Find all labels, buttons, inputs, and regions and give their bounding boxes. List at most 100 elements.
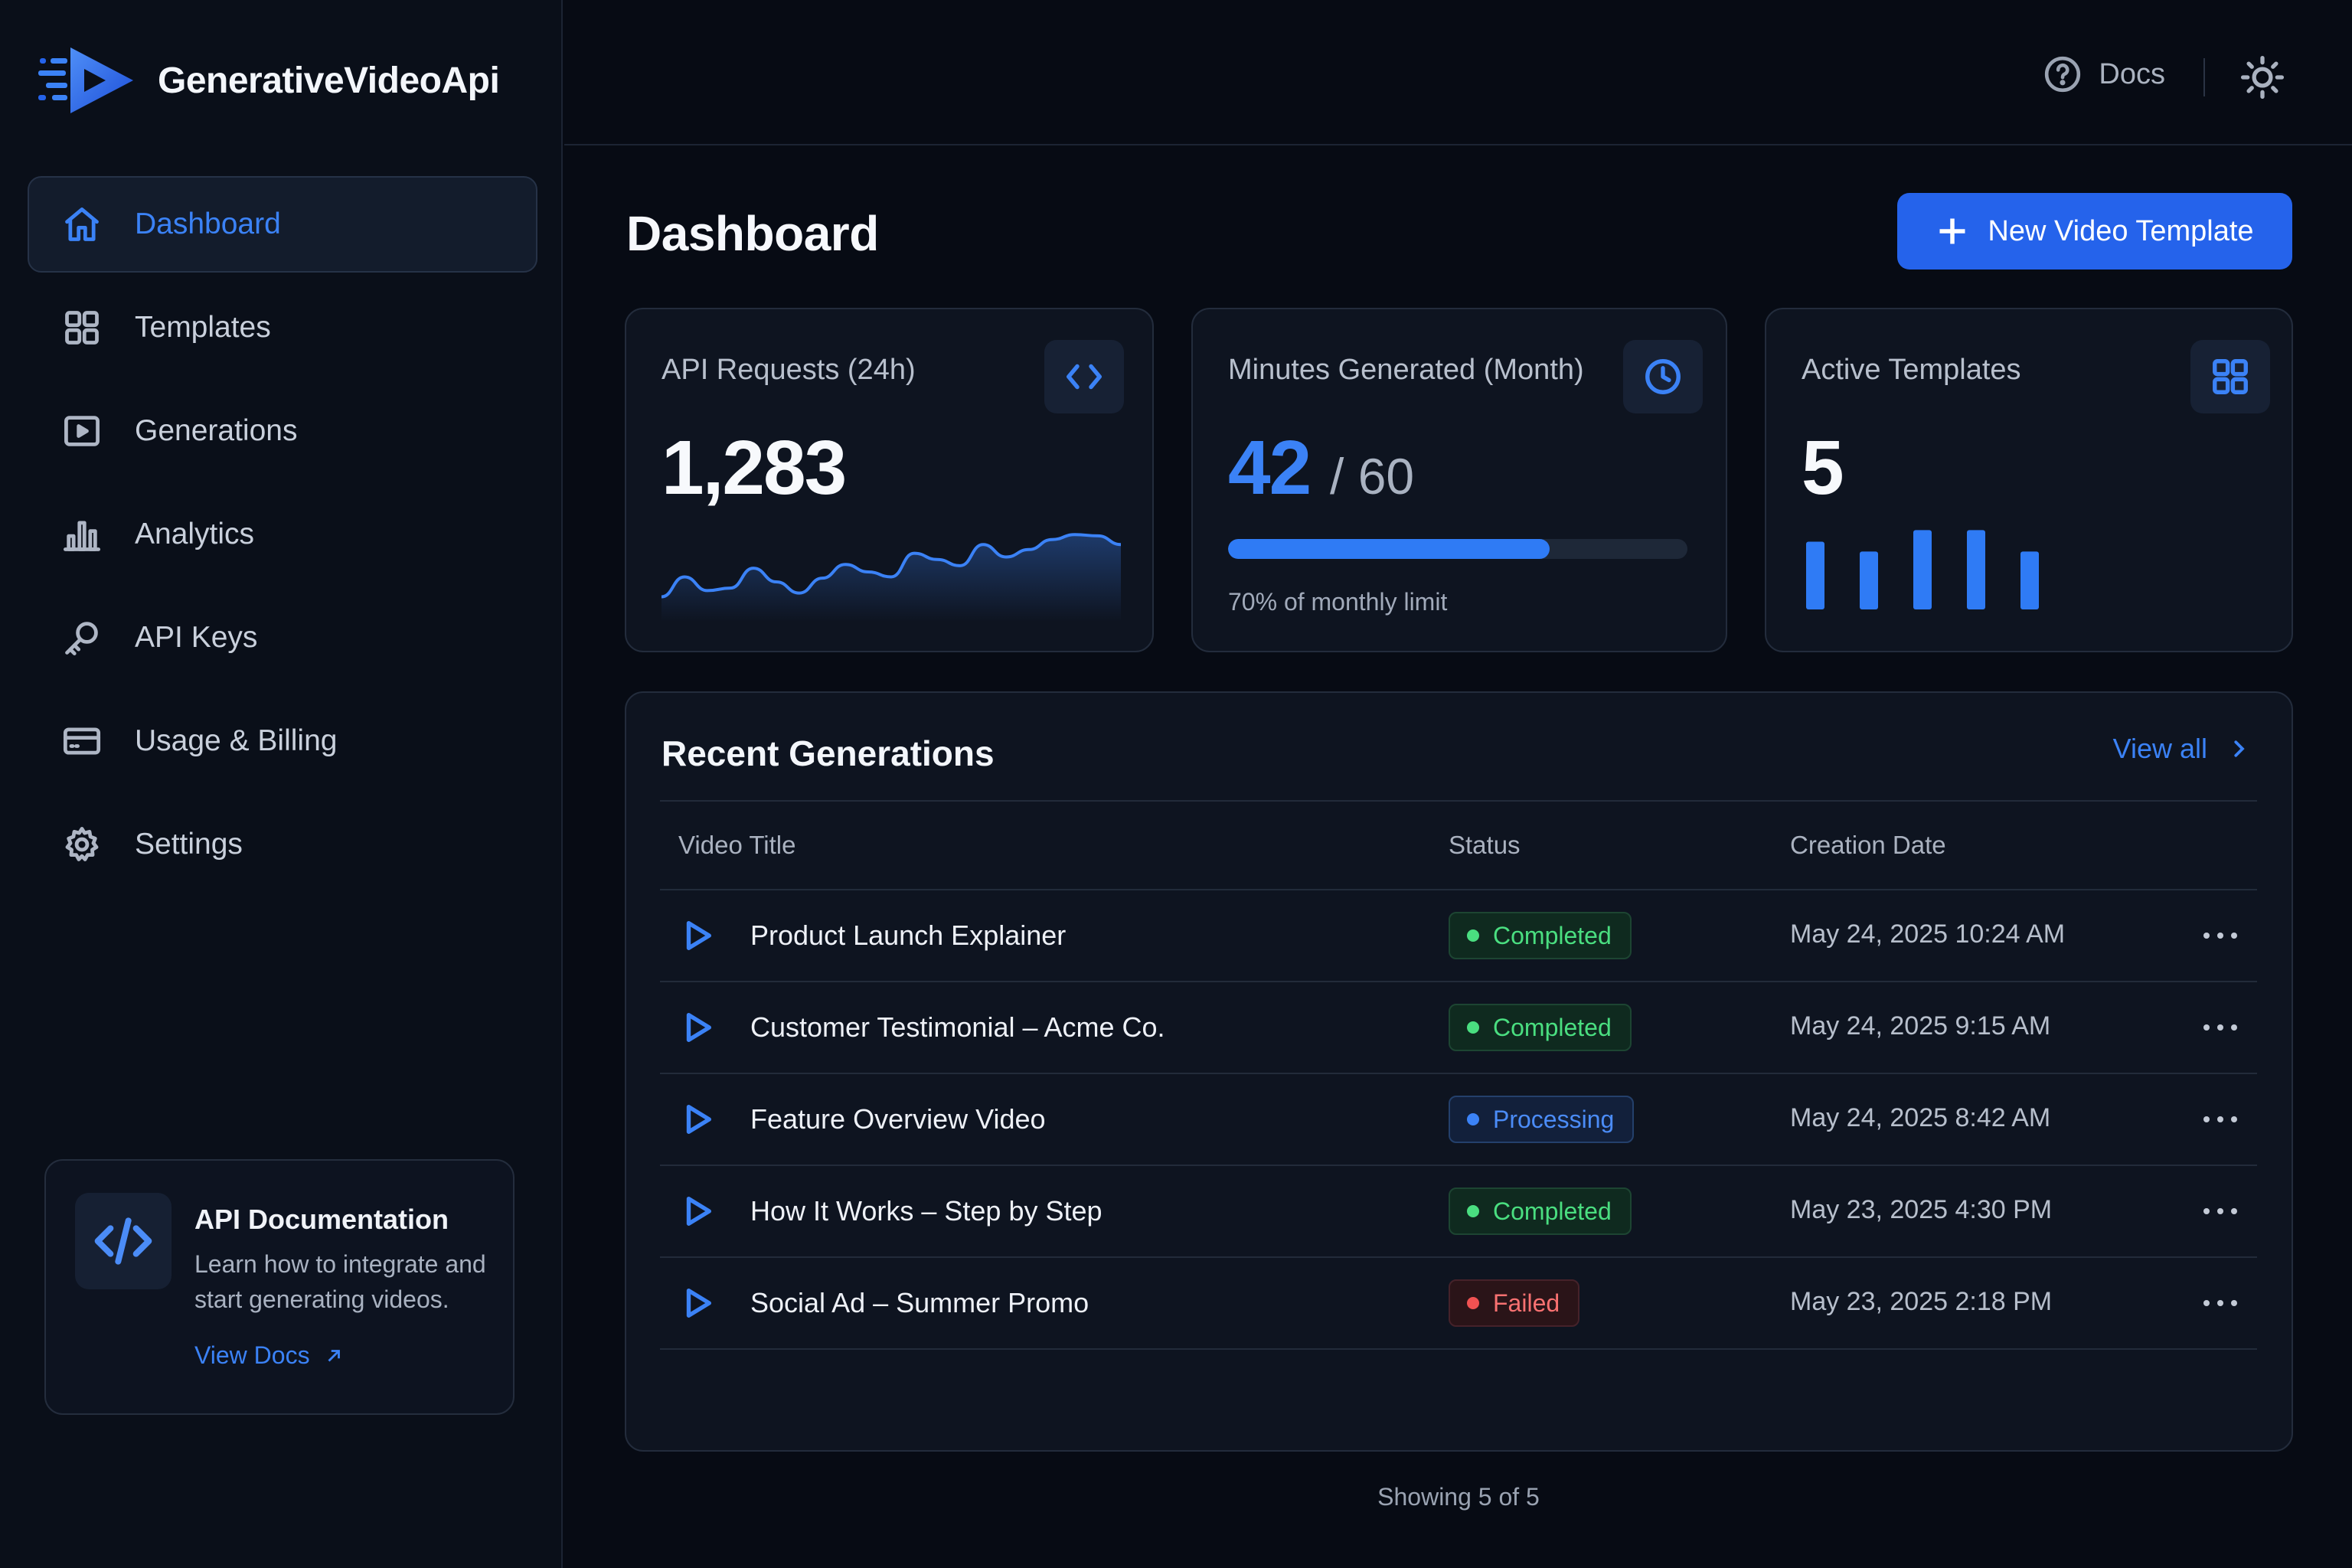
play-icon[interactable] [680, 1010, 715, 1045]
more-options-icon[interactable] [2197, 1284, 2243, 1322]
sidebar-item-generations[interactable]: Generations [28, 383, 537, 479]
table-row[interactable]: Social Ad – Summer Promo Failed May 23, … [660, 1258, 2257, 1350]
active-templates-value: 5 [1802, 425, 1844, 511]
video-title: Feature Overview Video [750, 1103, 1046, 1135]
key-icon [61, 617, 103, 658]
api-docs-card: API Documentation Learn how to integrate… [44, 1159, 514, 1415]
table-header: Video Title Status Creation Date [660, 800, 2257, 890]
play-icon[interactable] [680, 918, 715, 953]
grid-icon [2190, 340, 2270, 413]
doc-card-description: Learn how to integrate and start generat… [194, 1250, 486, 1313]
creation-date: May 24, 2025 9:15 AM [1790, 1011, 2051, 1040]
more-options-icon[interactable] [2197, 916, 2243, 955]
active-templates-card: Active Templates 5 [1765, 308, 2293, 652]
template-bar [1913, 530, 1932, 609]
status-dot [1467, 1113, 1479, 1125]
sidebar-item-usage-billing[interactable]: Usage & Billing [28, 693, 537, 789]
status-dot [1467, 1021, 1479, 1034]
bar-chart-icon [61, 514, 103, 555]
top-bar: Docs [564, 0, 2352, 145]
more-options-icon[interactable] [2197, 1192, 2243, 1230]
column-header-date: Creation Date [1790, 831, 1946, 859]
status-dot [1467, 1205, 1479, 1217]
table-row[interactable]: How It Works – Step by Step Completed Ma… [660, 1166, 2257, 1258]
creation-date: May 23, 2025 4:30 PM [1790, 1195, 2053, 1224]
brand[interactable]: GenerativeVideoApi [35, 38, 500, 122]
requests-sparkline [662, 533, 1121, 622]
creation-date: May 24, 2025 10:24 AM [1790, 920, 2066, 949]
sidebar-item-label: Analytics [135, 518, 255, 550]
status-dot [1467, 929, 1479, 942]
clock-icon [1623, 340, 1703, 413]
credit-card-icon [61, 720, 103, 762]
new-video-template-label: New Video Template [1988, 214, 2254, 247]
status-label: Failed [1493, 1289, 1560, 1317]
video-title: Social Ad – Summer Promo [750, 1287, 1089, 1318]
column-header-title: Video Title [678, 831, 796, 859]
status-label: Completed [1493, 1013, 1612, 1041]
status-dot [1467, 1297, 1479, 1309]
minutes-value: 42 / 60 [1228, 424, 1414, 512]
sidebar-item-settings[interactable]: Settings [28, 796, 537, 893]
minutes-progress-track [1228, 539, 1687, 559]
view-docs-link[interactable]: View Docs [194, 1341, 344, 1370]
generations-table: Video Title Status Creation Date Product… [660, 800, 2257, 1511]
sun-icon [2240, 55, 2285, 100]
sidebar: GenerativeVideoApi Dashboard Templates G… [0, 0, 563, 1568]
view-docs-label: View Docs [194, 1341, 310, 1369]
video-title: How It Works – Step by Step [750, 1195, 1102, 1227]
sidebar-item-api-keys[interactable]: API Keys [28, 590, 537, 686]
sidebar-item-templates[interactable]: Templates [28, 279, 537, 376]
more-options-icon[interactable] [2197, 1008, 2243, 1047]
sidebar-item-label: Settings [135, 828, 243, 861]
more-options-icon[interactable] [2197, 1100, 2243, 1138]
play-icon[interactable] [680, 1102, 715, 1137]
api-requests-card: API Requests (24h) 1,283 [625, 308, 1154, 652]
chevron-right-icon [2234, 740, 2245, 757]
gear-icon [61, 824, 103, 865]
minutes-progress-fill [1228, 539, 1550, 559]
sidebar-item-dashboard[interactable]: Dashboard [28, 176, 537, 273]
new-video-template-button[interactable]: New Video Template [1897, 193, 2292, 270]
sidebar-item-label: Dashboard [135, 207, 281, 240]
top-divider [2203, 58, 2205, 96]
minutes-generated-card: Minutes Generated (Month) 42 / 60 70% of… [1191, 308, 1727, 652]
sidebar-item-label: Templates [135, 311, 271, 344]
status-badge: Completed [1449, 1187, 1632, 1235]
sidebar-item-label: Generations [135, 414, 298, 447]
help-circle-icon [2045, 56, 2081, 93]
view-all-link[interactable]: View all [2113, 733, 2250, 765]
external-arrow-icon [328, 1349, 340, 1361]
video-title: Customer Testimonial – Acme Co. [750, 1011, 1165, 1043]
plus-icon [1939, 218, 1965, 244]
column-header-status: Status [1449, 831, 1521, 859]
creation-date: May 23, 2025 2:18 PM [1790, 1287, 2053, 1316]
video-title: Product Launch Explainer [750, 920, 1067, 951]
play-logo-icon [38, 47, 133, 113]
play-icon[interactable] [680, 1194, 715, 1229]
recent-generations-title: Recent Generations [662, 733, 995, 773]
template-bar [1806, 541, 1824, 609]
docs-label: Docs [2099, 57, 2165, 90]
status-badge: Processing [1449, 1096, 1635, 1143]
card-title: Minutes Generated (Month) [1228, 354, 1584, 386]
theme-toggle-button[interactable] [2240, 55, 2285, 100]
status-label: Completed [1493, 1197, 1612, 1225]
code-icon [75, 1193, 172, 1289]
sidebar-item-label: Usage & Billing [135, 724, 338, 757]
table-row[interactable]: Feature Overview Video Processing May 24… [660, 1074, 2257, 1166]
creation-date: May 24, 2025 8:42 AM [1790, 1103, 2051, 1132]
sidebar-nav: Dashboard Templates Generations Analytic… [28, 176, 537, 900]
play-icon[interactable] [680, 1285, 715, 1321]
table-row[interactable]: Product Launch Explainer Completed May 2… [660, 890, 2257, 982]
card-title: API Requests (24h) [662, 354, 916, 386]
table-row[interactable]: Customer Testimonial – Acme Co. Complete… [660, 982, 2257, 1074]
template-bar [1860, 551, 1878, 609]
minutes-used: 42 [1228, 425, 1312, 511]
video-icon [61, 410, 103, 452]
docs-link[interactable]: Docs [2043, 55, 2165, 93]
sidebar-item-analytics[interactable]: Analytics [28, 486, 537, 583]
card-title: Active Templates [1802, 354, 2021, 386]
template-bar [1967, 530, 1985, 609]
